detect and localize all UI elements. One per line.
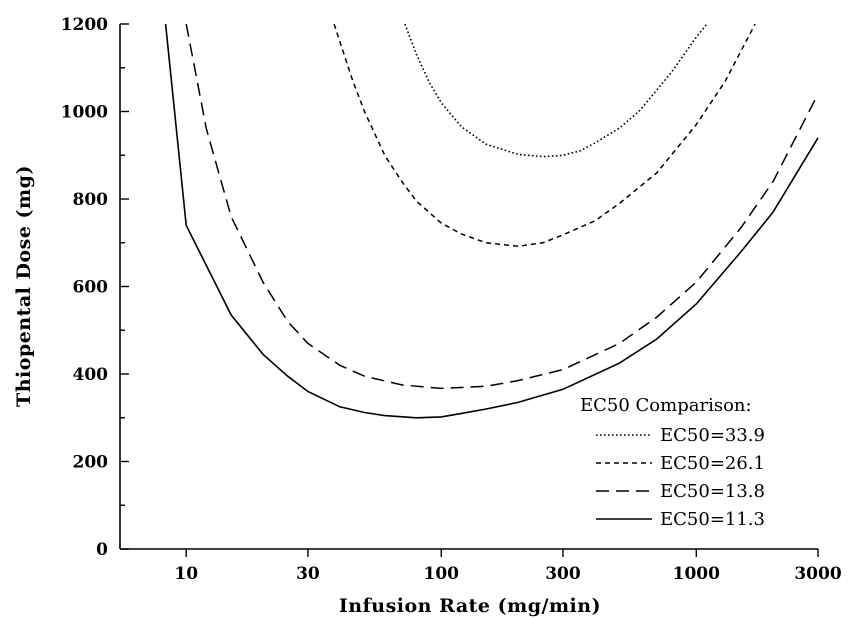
x-tick-label: 300: [545, 564, 581, 584]
x-tick-label: 3000: [794, 564, 841, 584]
y-tick-label: 1000: [61, 103, 108, 123]
y-tick-label: 600: [73, 278, 109, 298]
legend: EC50 Comparison: EC50=33.9 EC50=26.1 EC50=1…: [580, 395, 765, 530]
series-line-ec50-26-1: [333, 23, 756, 248]
y-tick-label: 1200: [61, 15, 108, 35]
x-axis-title: Infusion Rate (mg/min): [339, 595, 601, 617]
x-tick-label: 1000: [673, 564, 720, 584]
x-tick-label: 100: [424, 564, 460, 584]
axes: 0 200 400 600 800 1000 1200 10 30 100 300 1000 3000: [61, 15, 842, 584]
legend-label: EC50=13.8: [660, 481, 765, 502]
series-line-ec50-13-8: [185, 23, 819, 390]
y-tick-label: 0: [96, 540, 108, 560]
legend-label: EC50=26.1: [660, 453, 765, 474]
series-line-ec50-11-3: [164, 23, 819, 419]
y-tick-label: 200: [73, 453, 109, 473]
legend-title: EC50 Comparison:: [580, 395, 752, 416]
legend-label: EC50=33.9: [660, 425, 765, 446]
series-line-ec50-33-9: [404, 23, 708, 158]
curves: [164, 23, 819, 419]
y-tick-label: 400: [73, 365, 109, 385]
legend-label: EC50=11.3: [660, 509, 765, 530]
x-tick-label: 30: [296, 564, 320, 584]
y-axis-title: Thiopental Dose (mg): [13, 165, 35, 407]
y-tick-label: 800: [73, 190, 109, 210]
x-tick-label: 10: [174, 564, 198, 584]
